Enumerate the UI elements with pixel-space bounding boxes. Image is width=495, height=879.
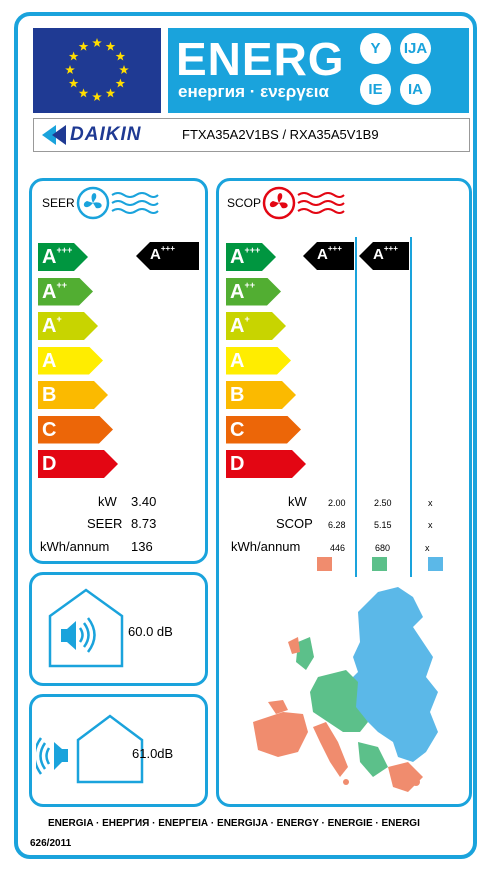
cooling-class-letter: A (42, 280, 57, 303)
heating-class-letter: B (230, 384, 245, 406)
cooling-class-arrow: B (38, 381, 108, 409)
cool-kw-label: kW (98, 494, 117, 509)
cooling-class-letter: C (42, 418, 57, 441)
heating-class-letter: D (230, 453, 245, 475)
cooling-class-indicator: A+++ (136, 242, 199, 270)
cooling-class-arrow: A+ (38, 312, 98, 340)
cool-annual-label: kWh/annum (40, 539, 110, 554)
outdoor-noise-value: 61.0dB (132, 746, 174, 761)
europe-climate-map (248, 582, 448, 807)
lang-code-ija: IJA (400, 33, 431, 64)
heating-class-arrow: C (226, 416, 301, 444)
heating-class-letter: A (230, 349, 245, 372)
heat-scop-cold: x (428, 520, 433, 530)
column-divider-1 (355, 237, 357, 577)
daikin-logo-icon (42, 125, 66, 145)
lang-code-ia: IA (400, 74, 431, 105)
heat-annual-cold: x (425, 543, 430, 553)
label-frame (14, 12, 477, 859)
heating-class-plus: +++ (244, 245, 261, 255)
brand-box (33, 118, 470, 152)
cooling-panel (29, 178, 208, 564)
cooling-class-letter: A (42, 246, 57, 268)
heating-class-plus: + (244, 314, 250, 324)
cool-kw-value: 3.40 (131, 494, 157, 509)
indoor-noise-panel (29, 572, 208, 686)
heat-kw-label: kW (288, 494, 307, 509)
cool-seer-value: 8.73 (131, 516, 157, 531)
cooling-class-letter: A (42, 349, 57, 372)
model-number: FTXA35A2V1BS / RXA35A5V1B9 (182, 127, 379, 142)
indoor-noise-value: 60.0 dB (128, 624, 173, 639)
cool-seer-label: SEER (87, 516, 123, 531)
heat-annual-avg: 680 (375, 543, 391, 553)
heating-panel (216, 178, 472, 807)
heat-kw-avg: 2.50 (374, 498, 392, 508)
heating-class-arrow: A+ (226, 312, 286, 340)
outdoor-noise-panel (29, 694, 208, 807)
cooling-class-plus: ++ (56, 279, 67, 290)
column-divider-2 (410, 237, 412, 577)
outdoor-noise-icon (33, 712, 146, 789)
cooling-class-arrow: C (38, 416, 113, 444)
cooling-class-letter: A (42, 315, 57, 337)
heat-scop-warm: 6.28 (328, 520, 346, 530)
heating-class-arrow: A (226, 347, 291, 375)
cooling-class-arrow: A (38, 347, 103, 375)
heating-class-arrow: D (226, 450, 306, 478)
heating-class-plus: ++ (244, 279, 255, 290)
heating-class-arrow: A++ (226, 278, 281, 306)
cooling-class-plus: + (56, 314, 62, 324)
cool-annual-value: 136 (131, 539, 153, 554)
footer-languages: ENERGIA · ЕНЕРГИЯ · ΕΝΕΡΓΕΙΑ · ENERGIJA … (48, 818, 420, 829)
heat-kw-cold: x (428, 498, 433, 508)
regulation-number: 626/2011 (30, 838, 72, 849)
daikin-logo (40, 124, 68, 151)
heat-scop-avg: 5.15 (374, 520, 392, 530)
warm-zone-swatch (317, 557, 332, 571)
cooling-class-plus: +++ (56, 245, 73, 255)
cooling-class-letter: B (42, 384, 57, 406)
seer-label: SEER (42, 196, 75, 210)
heating-class-letter: C (230, 418, 245, 441)
lang-code-y: Y (360, 33, 391, 64)
average-zone-swatch (372, 557, 387, 571)
heating-class-arrow: B (226, 381, 296, 409)
fan-red-icon (262, 186, 348, 225)
eu-flag (33, 28, 161, 113)
fan-blue-icon (76, 186, 162, 225)
heating-class-letter: A (230, 315, 245, 337)
cold-zone-swatch (428, 557, 443, 571)
eu-stars-icon (65, 38, 129, 101)
heat-annual-label: kWh/annum (231, 539, 301, 554)
heat-kw-warm: 2.00 (328, 498, 346, 508)
heating-class-letter: A (230, 246, 245, 268)
heat-annual-warm: 446 (330, 543, 346, 553)
heating-class-letter: A (230, 280, 245, 303)
heat-scop-label: SCOP (276, 516, 313, 531)
lang-code-ie: IE (360, 74, 391, 105)
cooling-class-arrow: D (38, 450, 118, 478)
scop-label: SCOP (227, 196, 262, 210)
energy-subtitle: енергия · ενεργεια (178, 82, 329, 101)
brand-name: DAIKIN (70, 124, 142, 145)
energy-word: ENERG (176, 33, 345, 85)
cooling-class-letter: D (42, 453, 57, 475)
indoor-noise-icon (48, 588, 124, 673)
